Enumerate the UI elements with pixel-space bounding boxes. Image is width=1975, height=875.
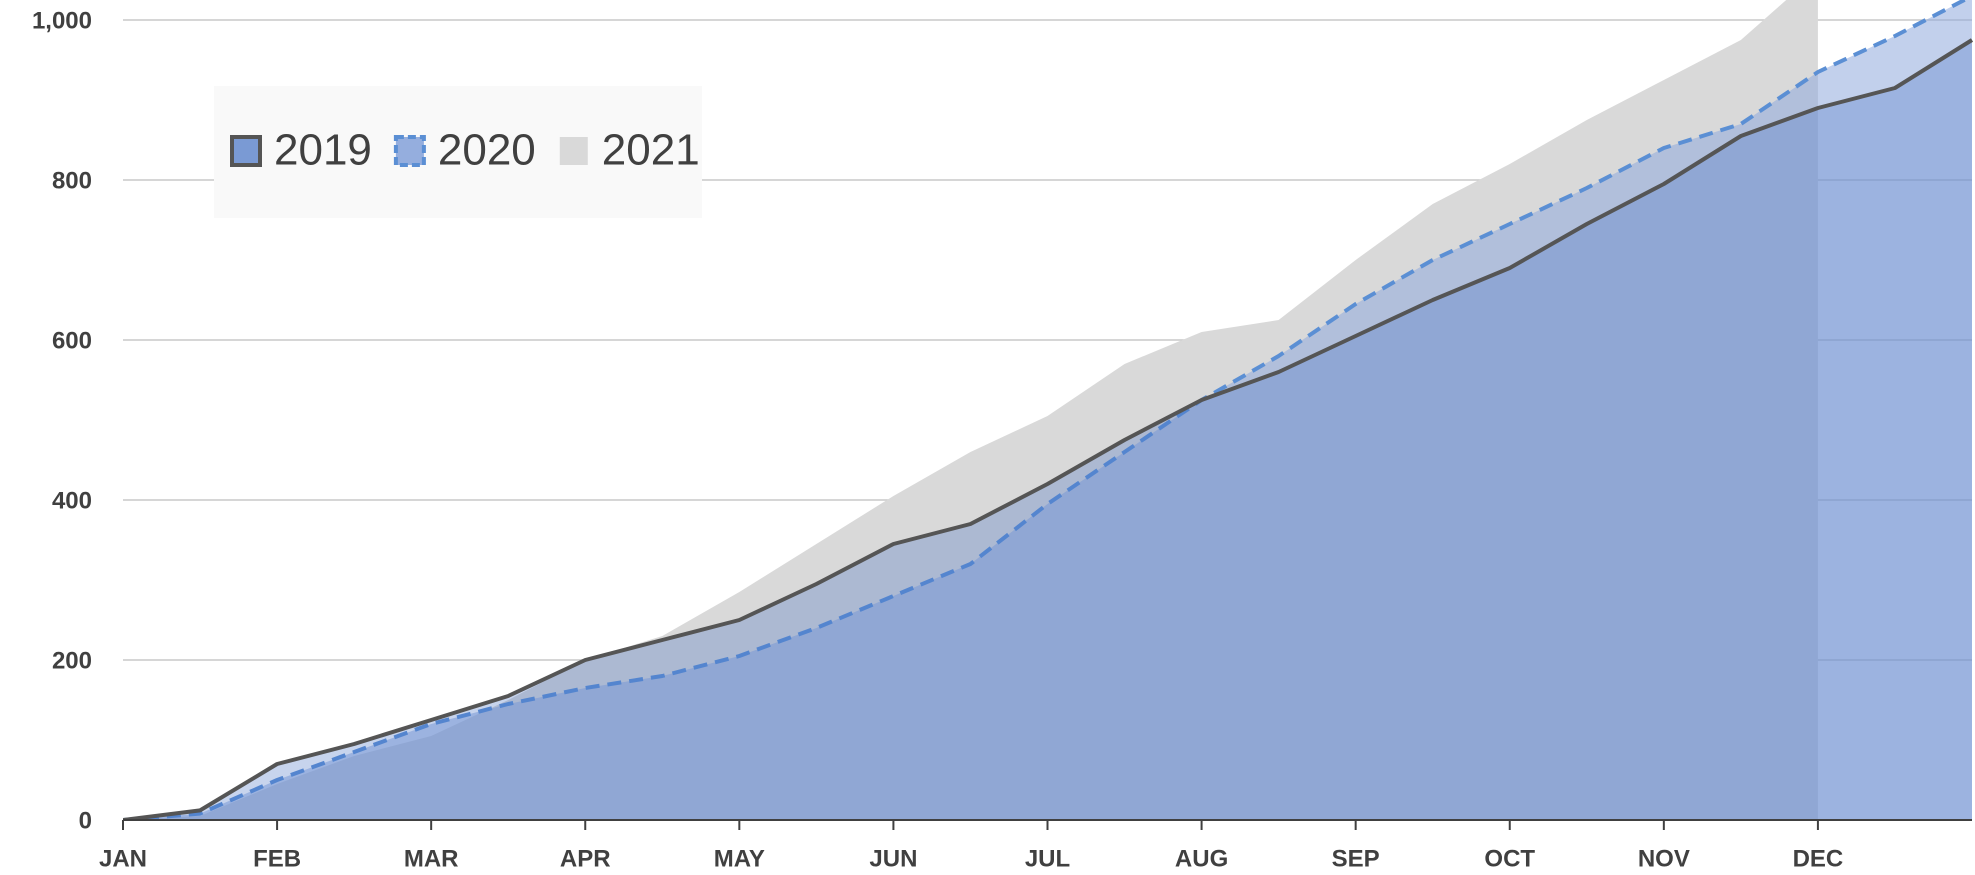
line — [123, 38, 1974, 820]
x-tick-label: OCT — [1484, 845, 1535, 872]
y-tick-label: 400 — [52, 487, 92, 514]
line — [123, 0, 1969, 820]
legend-label: 2020 — [438, 126, 536, 175]
legend-swatch — [230, 135, 262, 167]
x-tick-label: MAR — [404, 845, 459, 872]
x-tick-label: FEB — [253, 845, 301, 872]
x-tick-label: MAY — [714, 845, 765, 872]
area — [123, 40, 1972, 820]
x-tick-label: SEP — [1332, 845, 1380, 872]
x-tick-label: NOV — [1638, 845, 1690, 872]
x-tick-label: JAN — [99, 845, 147, 872]
legend-label: 2021 — [602, 126, 700, 175]
y-tick-label: 800 — [52, 167, 92, 194]
area — [123, 0, 1972, 820]
y-tick-label: 200 — [52, 647, 92, 674]
x-tick-label: APR — [560, 845, 611, 872]
x-tick-label: JUN — [869, 845, 917, 872]
y-tick-label: 1,000 — [32, 7, 92, 34]
y-tick-label: 0 — [79, 807, 92, 834]
legend-box — [214, 86, 702, 218]
legend-label: 2019 — [274, 126, 372, 175]
x-tick-label: AUG — [1175, 845, 1228, 872]
legend-swatch — [393, 135, 426, 167]
legend-swatch — [559, 137, 588, 165]
y-tick-label: 600 — [52, 327, 92, 354]
x-tick-label: JUL — [1025, 845, 1070, 872]
x-tick-label: DEC — [1793, 845, 1844, 872]
